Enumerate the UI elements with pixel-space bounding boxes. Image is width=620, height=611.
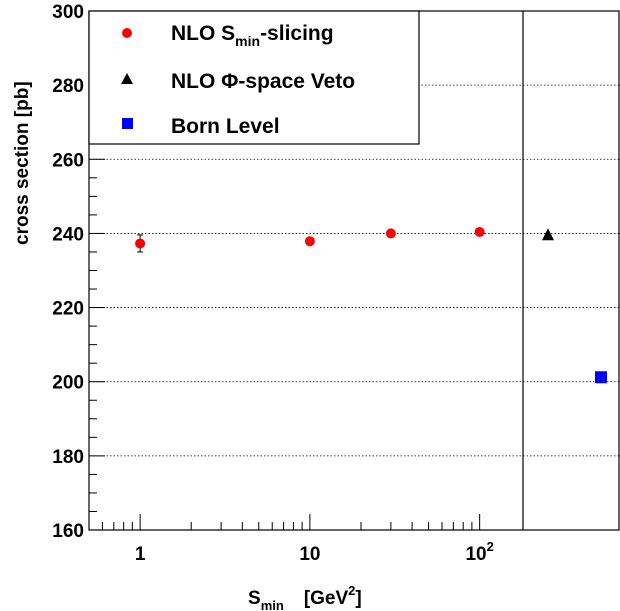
legend-marker-triangle [121, 73, 133, 84]
legend-label-slicing-main: NLO S [171, 22, 235, 45]
y-axis-title: cross section [pb] [12, 81, 33, 245]
y-tick-label-280: 280 [52, 76, 84, 97]
data-point-slicing-3 [474, 226, 485, 237]
legend-label-slicing-sub: min [235, 33, 260, 49]
legend-label-slicing-post: -slicing [260, 22, 334, 45]
y-tick-label-160: 160 [52, 521, 84, 542]
x-axis-title-units-sup: 2 [348, 583, 355, 598]
x-tick-label-100: 102 [465, 539, 493, 565]
data-point-veto [542, 228, 554, 241]
data-point-slicing-1 [304, 236, 315, 247]
data-point-slicing-0 [135, 238, 146, 249]
y-tick-label-240: 240 [52, 224, 84, 245]
x-axis-title-units: [GeV [304, 588, 349, 609]
x-tick-label-1: 1 [135, 544, 146, 565]
x-tick-label-10: 10 [299, 544, 320, 565]
x-axis-title-sub: min [261, 598, 284, 611]
x-axis: 1 10 102 [88, 514, 494, 565]
data-point-born [595, 371, 607, 384]
data-marks [135, 226, 607, 384]
y-tick-label-300: 300 [52, 2, 84, 23]
y-tick-label-180: 180 [52, 447, 84, 468]
y-tick-label-220: 220 [52, 299, 84, 320]
x-tick-label-exponent: 2 [487, 539, 494, 554]
x-axis-title: Smin [GeV2] [248, 583, 362, 611]
x-tick-label-base: 10 [465, 544, 486, 565]
y-tick-label-200: 200 [52, 373, 84, 394]
x-axis-title-main: S [248, 588, 261, 609]
legend-box [88, 10, 420, 145]
legend-marker-circle [122, 28, 132, 38]
x-axis-title-units-close: ] [355, 588, 361, 609]
legend-label-slicing: NLO Smin-slicing [171, 22, 334, 49]
legend-label-born: Born Level [171, 115, 280, 138]
data-point-slicing-2 [385, 228, 396, 239]
legend-label-veto: NLO Φ-space Veto [171, 70, 355, 93]
y-tick-label-260: 260 [52, 150, 84, 171]
legend-marker-square [122, 118, 133, 129]
legend: NLO Smin-slicing NLO Φ-space Veto Born L… [88, 10, 420, 145]
